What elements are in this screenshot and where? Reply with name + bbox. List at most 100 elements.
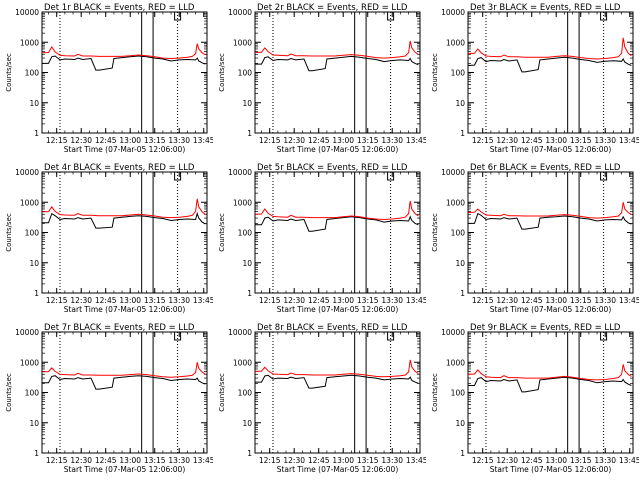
events-series-line <box>255 215 419 232</box>
x-tick-label: 13:00 <box>332 136 354 145</box>
chart-panel: Det 3r BLACK = Events, RED = LLD 1 10 100 10… <box>426 0 640 165</box>
bracket-marker <box>600 172 608 181</box>
lld-series-line <box>467 202 632 219</box>
x-axis-label: Start Time (07-Mar-05 12:06:00) <box>64 145 186 154</box>
y-tick-label: 1 <box>247 129 252 138</box>
x-tick-label: 13:15 <box>357 296 379 305</box>
y-tick-label: 1 <box>34 449 39 458</box>
x-tick-label: 13:30 <box>381 456 403 465</box>
y-tick-label: 100 <box>238 69 253 78</box>
x-axis-label: Start Time (07-Mar-05 12:06:00) <box>490 465 612 474</box>
plot-frame <box>254 331 421 454</box>
y-tick-label: 1 <box>247 449 252 458</box>
x-tick-label: 12:30 <box>70 136 92 145</box>
x-tick-label: 12:45 <box>521 456 543 465</box>
x-tick-label: 12:30 <box>283 296 305 305</box>
x-tick-label: 12:15 <box>46 296 68 305</box>
chart-panel: Det 2r BLACK = Events, RED = LLD 1 10 100 10… <box>213 0 428 165</box>
y-tick-label: 100 <box>25 229 40 238</box>
y-tick-label: 1000 <box>20 38 39 47</box>
x-tick-label: 13:45 <box>193 296 213 305</box>
x-tick-label: 12:30 <box>496 456 518 465</box>
chart-panel: Det 6r BLACK = Events, RED = LLD 1 10 100 10… <box>426 160 640 325</box>
x-tick-label: 13:00 <box>545 296 567 305</box>
x-tick-label: 13:45 <box>619 296 639 305</box>
chart-panel: Det 1r BLACK = Events, RED = LLD 1 10 100 10… <box>0 0 215 165</box>
x-tick-label: 13:00 <box>119 296 141 305</box>
x-tick-label: 12:30 <box>283 456 305 465</box>
x-tick-label: 12:30 <box>283 136 305 145</box>
y-tick-label: 10 <box>29 99 39 108</box>
chart-panel: Det 9r BLACK = Events, RED = LLD 1 10 100 10… <box>426 320 640 485</box>
y-tick-label: 10 <box>242 99 252 108</box>
y-tick-label: 100 <box>238 229 253 238</box>
events-series-line <box>468 376 632 393</box>
y-tick-label: 1 <box>34 129 39 138</box>
y-tick-label: 10 <box>455 419 465 428</box>
y-tick-label: 10000 <box>15 328 39 337</box>
chart-svg: Det 5r BLACK = Events, RED = LLD 1 10 100 10… <box>218 163 428 314</box>
y-tick-label: 1000 <box>446 358 465 367</box>
x-tick-label: 13:30 <box>594 296 616 305</box>
y-tick-label: 100 <box>25 389 40 398</box>
chart-svg: Det 6r BLACK = Events, RED = LLD 1 10 100 10… <box>431 163 640 314</box>
bracket-marker <box>600 12 608 21</box>
y-tick-label: 10000 <box>441 168 465 177</box>
x-axis-label: Start Time (07-Mar-05 12:06:00) <box>490 145 612 154</box>
y-axis-label: Counts/sec <box>5 373 13 412</box>
x-axis-label: Start Time (07-Mar-05 12:06:00) <box>277 145 399 154</box>
x-tick-label: 12:45 <box>95 296 117 305</box>
y-tick-label: 10 <box>242 419 252 428</box>
x-axis-label: Start Time (07-Mar-05 12:06:00) <box>277 465 399 474</box>
y-tick-label: 1 <box>460 289 465 298</box>
x-tick-label: 13:00 <box>119 456 141 465</box>
x-tick-label: 12:30 <box>496 136 518 145</box>
plot-frame <box>467 331 634 454</box>
x-tick-label: 13:15 <box>570 136 592 145</box>
x-tick-label: 13:15 <box>144 456 166 465</box>
x-tick-label: 13:30 <box>168 136 190 145</box>
y-axis-label: Counts/sec <box>5 53 13 92</box>
chart-title: Det 8r BLACK = Events, RED = LLD <box>257 323 408 333</box>
x-tick-label: 13:15 <box>570 296 592 305</box>
plot-frame <box>41 171 208 294</box>
x-tick-label: 13:45 <box>193 456 213 465</box>
x-axis-label: Start Time (07-Mar-05 12:06:00) <box>490 305 612 314</box>
y-tick-label: 1000 <box>20 198 39 207</box>
plot-frame <box>467 11 634 134</box>
x-tick-label: 12:15 <box>472 456 494 465</box>
chart-panel: Det 7r BLACK = Events, RED = LLD 1 10 100 10… <box>0 320 215 485</box>
x-tick-label: 12:15 <box>259 136 281 145</box>
x-tick-label: 12:15 <box>46 136 68 145</box>
lld-series-line <box>41 362 206 378</box>
chart-svg: Det 8r BLACK = Events, RED = LLD 1 10 100 10… <box>218 323 428 474</box>
chart-svg: Det 4r BLACK = Events, RED = LLD 1 10 100 10… <box>5 163 215 314</box>
y-axis-label: Counts/sec <box>431 53 439 92</box>
x-tick-label: 13:00 <box>545 136 567 145</box>
y-tick-label: 1 <box>247 289 252 298</box>
x-tick-label: 12:15 <box>472 296 494 305</box>
y-tick-label: 1 <box>34 289 39 298</box>
y-tick-label: 10000 <box>441 328 465 337</box>
x-tick-label: 13:45 <box>193 136 213 145</box>
bracket-marker <box>387 332 395 341</box>
x-tick-label: 13:30 <box>594 136 616 145</box>
y-tick-label: 1000 <box>233 358 252 367</box>
x-tick-label: 13:00 <box>119 136 141 145</box>
x-tick-label: 13:15 <box>144 296 166 305</box>
lld-series-line <box>254 40 419 59</box>
chart-title: Det 6r BLACK = Events, RED = LLD <box>470 163 621 173</box>
x-tick-label: 12:45 <box>95 136 117 145</box>
lld-series-line <box>41 43 206 60</box>
y-axis-label: Counts/sec <box>218 53 226 92</box>
y-tick-label: 10000 <box>15 8 39 17</box>
y-axis-label: Counts/sec <box>5 213 13 252</box>
x-tick-label: 12:15 <box>259 296 281 305</box>
events-series-line <box>255 374 419 389</box>
chart-svg: Det 9r BLACK = Events, RED = LLD 1 10 100 10… <box>431 323 640 474</box>
chart-title: Det 4r BLACK = Events, RED = LLD <box>44 163 195 173</box>
chart-svg: Det 1r BLACK = Events, RED = LLD 1 10 100 10… <box>5 3 215 154</box>
x-axis-label: Start Time (07-Mar-05 12:06:00) <box>277 305 399 314</box>
x-tick-label: 12:45 <box>521 296 543 305</box>
lld-series-line <box>467 364 632 381</box>
